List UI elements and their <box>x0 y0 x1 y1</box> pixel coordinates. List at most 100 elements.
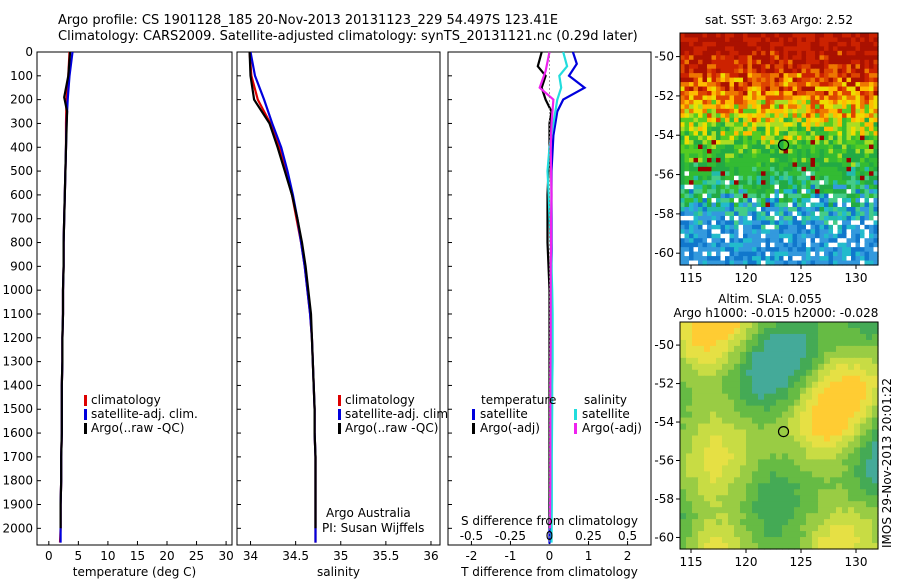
map-cell <box>797 238 803 244</box>
map-cell <box>779 86 785 92</box>
map-cell <box>720 131 726 137</box>
map-cell <box>864 82 870 88</box>
map-cell <box>824 393 831 401</box>
map-cell <box>818 405 825 413</box>
map-cell <box>846 202 852 208</box>
map-cell <box>842 381 849 389</box>
map-cell <box>866 507 873 514</box>
map-cell <box>842 260 848 266</box>
map-cell <box>801 166 807 172</box>
map-cell <box>720 144 726 150</box>
map-cell <box>855 224 861 230</box>
map-cell <box>765 242 771 248</box>
map-cell <box>702 37 708 43</box>
map-cell <box>752 495 759 502</box>
map-cell <box>797 64 803 70</box>
map-cell <box>792 149 798 155</box>
map-cell <box>684 184 690 190</box>
map-cell <box>758 483 765 490</box>
map-cell <box>720 166 726 172</box>
map-cell <box>860 429 867 437</box>
map-cell <box>716 50 722 56</box>
map-cell <box>707 46 713 52</box>
map-cell <box>707 144 713 150</box>
map-cell <box>704 477 711 484</box>
map-cell <box>830 447 837 455</box>
map-cell <box>819 113 825 119</box>
map-cell <box>824 108 830 114</box>
map-cell <box>846 55 852 61</box>
map-cell <box>707 131 713 137</box>
map-cell <box>729 117 735 123</box>
map-cell <box>792 229 798 235</box>
map-cell <box>830 483 837 490</box>
map-cell <box>800 447 807 455</box>
map-cell <box>860 193 866 199</box>
map-cell <box>746 369 753 377</box>
map-cell <box>680 417 687 425</box>
map-cell <box>873 233 879 239</box>
map-cell <box>819 104 825 110</box>
map-cell <box>842 459 849 466</box>
map-cell <box>824 215 830 221</box>
map-cell <box>801 99 807 105</box>
map-cell <box>806 233 812 239</box>
map-cell <box>815 157 821 163</box>
map-cell <box>684 166 690 172</box>
map-cell <box>752 251 758 257</box>
map-cell <box>698 447 705 455</box>
map-cell <box>842 441 849 449</box>
map-cell <box>801 233 807 239</box>
map-cell <box>797 113 803 119</box>
map-cell <box>716 489 723 496</box>
map-cell <box>698 495 705 502</box>
map-cell <box>716 149 722 155</box>
y-tick-label: 0 <box>25 45 33 59</box>
map-cell <box>698 417 705 425</box>
map-cell <box>720 242 726 248</box>
map-cell <box>707 117 713 123</box>
map-cell <box>824 55 830 61</box>
map-cell <box>828 242 834 248</box>
map-cell <box>779 37 785 43</box>
map-cell <box>836 375 843 383</box>
map-cell <box>704 435 711 443</box>
map-cell <box>774 135 780 141</box>
map-cell <box>684 149 690 155</box>
map-cell <box>702 247 708 253</box>
map-cell <box>792 207 798 213</box>
map-cell <box>693 68 699 74</box>
map-cell <box>810 180 816 186</box>
map-cell <box>846 162 852 168</box>
map-cell <box>860 531 867 538</box>
map-cell <box>801 104 807 110</box>
map-cell <box>722 477 729 484</box>
map-cell <box>693 162 699 168</box>
map-cell <box>738 184 744 190</box>
map-cell <box>794 477 801 484</box>
map-cell <box>836 543 843 550</box>
map-cell <box>684 91 690 97</box>
map-cell <box>824 363 831 371</box>
map-cell <box>716 202 722 208</box>
map-cell <box>851 73 857 79</box>
map-cell <box>720 55 726 61</box>
map-cell <box>824 131 830 137</box>
map-cell <box>810 122 816 128</box>
map-cell <box>828 41 834 47</box>
map-cell <box>783 64 789 70</box>
map-cell <box>770 193 776 199</box>
map-cell <box>828 260 834 266</box>
map-cell <box>710 507 717 514</box>
map-cell <box>680 220 686 226</box>
map-cell <box>710 495 717 502</box>
map-cell <box>729 73 735 79</box>
map-cell <box>734 381 741 389</box>
map-cell <box>698 531 705 538</box>
map-cell <box>756 202 762 208</box>
map-cell <box>828 171 834 177</box>
map-cell <box>692 465 699 472</box>
map-cell <box>806 95 812 101</box>
map-cell <box>860 37 866 43</box>
map-cell <box>711 157 717 163</box>
